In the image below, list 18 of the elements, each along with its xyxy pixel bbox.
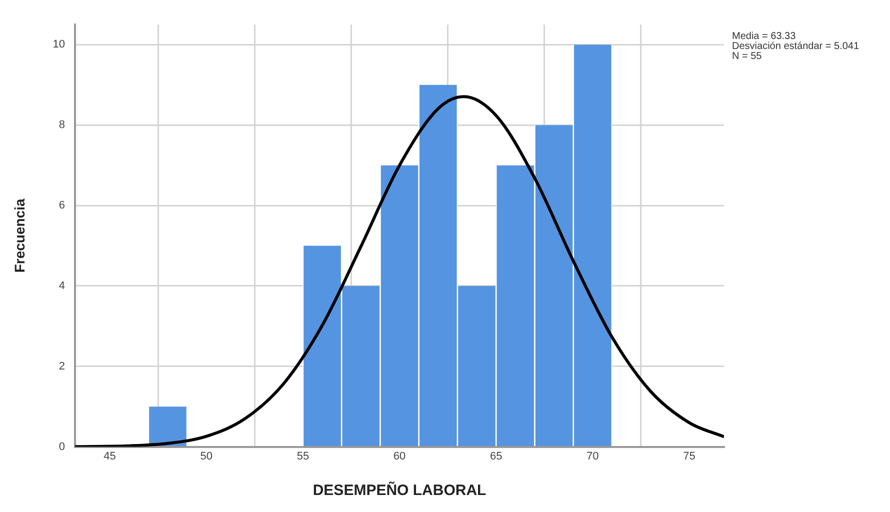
text: Desviación estándar = 5.041 bbox=[732, 41, 860, 52]
y-tick-label: 6 bbox=[58, 200, 66, 212]
text: Media = 63.33 bbox=[732, 31, 796, 42]
y-tick-label: 2 bbox=[58, 360, 66, 372]
x-tick-label: 45 bbox=[104, 450, 116, 462]
x-tick-label: 50 bbox=[200, 450, 212, 462]
x-tick-label: 75 bbox=[683, 450, 696, 462]
text: N = 55 bbox=[732, 51, 763, 62]
x-tick-label: 55 bbox=[296, 450, 310, 462]
y-axis-title: Frecuencia bbox=[11, 198, 28, 273]
y-tick-label: 8 bbox=[58, 119, 66, 132]
x-axis-title: DESEMPEÑO LABORAL bbox=[312, 481, 486, 500]
y-tick-label: 10 bbox=[52, 38, 66, 51]
y-tick-label: 0 bbox=[58, 440, 66, 453]
x-tick-label: 70 bbox=[586, 450, 599, 462]
y-tick-label: 4 bbox=[58, 280, 66, 292]
x-tick-label: 60 bbox=[393, 450, 406, 462]
x-tick-label: 65 bbox=[490, 450, 502, 462]
